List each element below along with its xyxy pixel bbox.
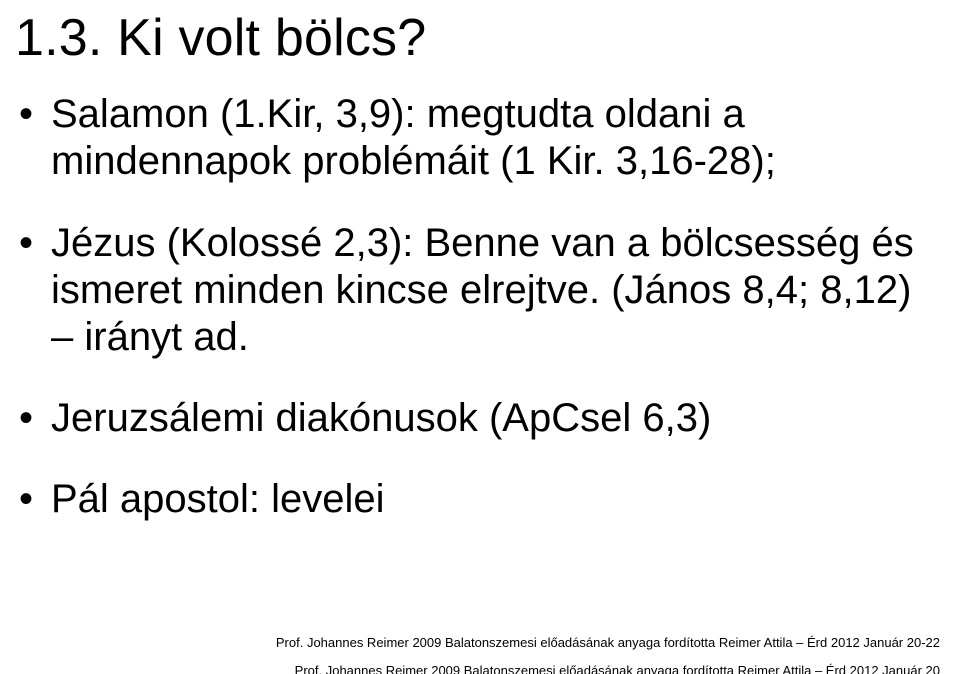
slide-title: 1.3. Ki volt bölcs? <box>15 10 936 67</box>
list-item: Jeruzsálemi diakónusok (ApCsel 6,3) <box>15 395 936 442</box>
slide: 1.3. Ki volt bölcs? Salamon (1.Kir, 3,9)… <box>0 0 960 674</box>
list-item: Salamon (1.Kir, 3,9): megtudta oldani a … <box>15 91 936 185</box>
footer-credit-overflow: Prof. Johannes Reimer 2009 Balatonszemes… <box>295 663 940 674</box>
list-item: Pál apostol: levelei <box>15 476 936 523</box>
bullet-list: Salamon (1.Kir, 3,9): megtudta oldani a … <box>15 91 936 523</box>
footer-credit: Prof. Johannes Reimer 2009 Balatonszemes… <box>276 635 940 652</box>
list-item: Jézus (Kolossé 2,3): Benne van a bölcses… <box>15 220 936 362</box>
